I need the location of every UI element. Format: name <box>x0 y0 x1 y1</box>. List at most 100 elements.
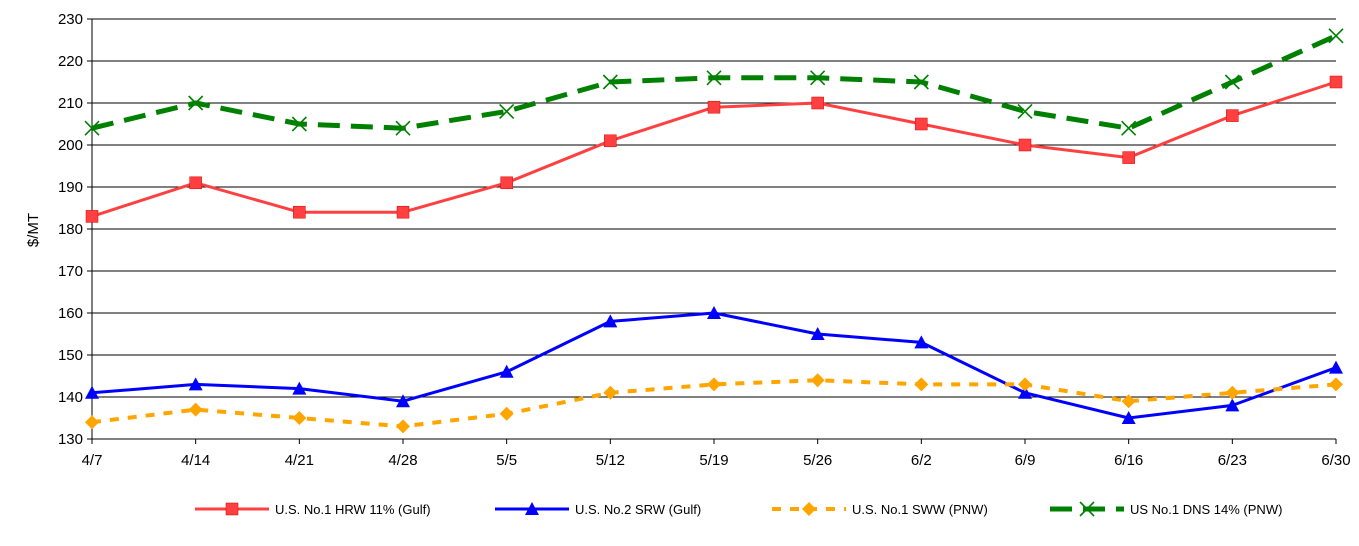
data-point-sww <box>914 377 929 392</box>
data-point-dns <box>1224 74 1240 90</box>
data-point-hrw <box>85 210 99 223</box>
y-tick-label: 230 <box>58 11 83 28</box>
data-point-srw <box>707 306 721 319</box>
data-point-hrw <box>189 176 202 190</box>
marker-stroke <box>1079 501 1095 517</box>
marker-stroke <box>84 120 100 136</box>
x-tick-label: 5/26 <box>803 452 832 469</box>
data-point-sww <box>396 419 410 434</box>
data-point-sww <box>707 377 721 392</box>
marker-stroke <box>1328 28 1344 44</box>
legend-item-dns: US No.1 DNS 14% (PNW) <box>1050 501 1282 517</box>
y-tick-label: 160 <box>58 305 83 322</box>
legend-label: US No.1 DNS 14% (PNW) <box>1130 502 1282 517</box>
marker-stroke <box>1017 103 1033 119</box>
data-point-hrw <box>500 176 513 190</box>
data-point-srw <box>810 327 825 340</box>
data-point-sww <box>603 385 618 400</box>
data-point-sww <box>1018 377 1032 392</box>
data-point-hrw <box>1018 138 1032 152</box>
x-tick-label: 4/7 <box>82 452 103 469</box>
data-point-srw <box>1329 360 1343 374</box>
y-tick-label: 190 <box>58 179 83 196</box>
data-point-sww <box>188 402 203 417</box>
data-point-dns <box>291 116 307 132</box>
series-line-dns <box>91 33 1338 131</box>
data-point-dns <box>706 70 722 86</box>
data-point-srw <box>499 364 514 378</box>
grid-lines <box>92 18 1336 440</box>
data-point-dns <box>84 120 100 136</box>
x-tick-label: 6/23 <box>1218 452 1247 469</box>
series-line-srw <box>91 311 1337 420</box>
y-tick-label: 150 <box>58 347 83 364</box>
marker-stroke <box>1121 120 1137 136</box>
marker-stroke <box>291 116 307 132</box>
data-point-hrw <box>1329 75 1343 89</box>
y-tick-label: 180 <box>58 221 83 238</box>
marker-stroke <box>188 95 204 111</box>
marker-stroke <box>499 103 515 119</box>
legend-item-sww: U.S. No.1 SWW (PNW) <box>772 502 988 517</box>
x-tick-label: 6/30 <box>1321 452 1350 469</box>
data-point-hrw <box>604 134 617 148</box>
legend-swatch-marker <box>525 502 539 515</box>
legend-swatch-marker <box>225 502 239 516</box>
y-tick-label: 220 <box>58 53 83 70</box>
data-point-sww <box>85 415 99 430</box>
data-point-hrw <box>1122 151 1135 164</box>
data-point-srw <box>188 377 203 391</box>
data-point-srw <box>396 394 410 408</box>
legend-item-srw: U.S. No.2 SRW (Gulf) <box>495 502 701 517</box>
x-tick-label: 6/2 <box>911 452 932 469</box>
data-point-srw <box>1121 411 1136 424</box>
y-axis-title: $/MT <box>25 213 42 247</box>
data-point-dns <box>395 120 411 136</box>
data-point-srw <box>85 385 99 399</box>
data-point-hrw <box>915 117 928 131</box>
data-point-srw <box>914 335 929 349</box>
data-point-sww <box>499 406 514 421</box>
data-point-sww <box>292 411 307 425</box>
data-point-dns <box>913 74 929 90</box>
series-markers <box>84 28 1344 434</box>
tick-labels: 130 140 150 160 170 180 190 200 210 220 230 4/7 4/14… <box>58 11 1351 469</box>
x-tick-label: 5/19 <box>699 452 728 469</box>
legend-label: U.S. No.1 HRW 11% (Gulf) <box>275 502 431 517</box>
y-tick-label: 200 <box>58 137 83 154</box>
data-point-dns <box>1017 103 1033 119</box>
data-point-hrw <box>396 205 410 219</box>
marker-stroke <box>913 74 929 90</box>
x-tick-label: 6/9 <box>1015 452 1036 469</box>
y-tick-label: 140 <box>58 389 83 406</box>
marker-stroke <box>706 70 722 86</box>
x-tick-label: 4/21 <box>285 452 314 469</box>
y-tick-label: 130 <box>58 431 83 448</box>
x-tick-label: 6/16 <box>1114 452 1143 469</box>
y-tick-label: 210 <box>58 95 83 112</box>
data-point-hrw <box>1226 109 1239 122</box>
legend-label: U.S. No.2 SRW (Gulf) <box>575 502 701 517</box>
marker-stroke <box>602 74 618 90</box>
data-point-hrw <box>707 100 721 114</box>
data-point-dns <box>188 95 204 111</box>
data-point-srw <box>1225 398 1240 412</box>
x-tick-label: 4/14 <box>181 452 210 469</box>
data-point-sww <box>1225 385 1240 400</box>
y-tick-label: 170 <box>58 263 83 280</box>
data-point-sww <box>810 373 825 388</box>
marker-stroke <box>810 70 826 86</box>
legend-swatch-marker <box>1079 501 1095 517</box>
x-tick-label: 5/5 <box>496 452 517 469</box>
data-point-srw <box>603 314 618 328</box>
data-point-srw <box>1018 385 1032 399</box>
data-point-hrw <box>293 205 306 219</box>
data-point-dns <box>810 70 826 86</box>
data-point-dns <box>499 103 515 119</box>
data-point-dns <box>602 74 618 90</box>
marker-stroke <box>1224 74 1240 90</box>
data-point-dns <box>1328 28 1344 44</box>
x-tick-label: 4/28 <box>388 452 417 469</box>
data-point-sww <box>1329 377 1343 392</box>
